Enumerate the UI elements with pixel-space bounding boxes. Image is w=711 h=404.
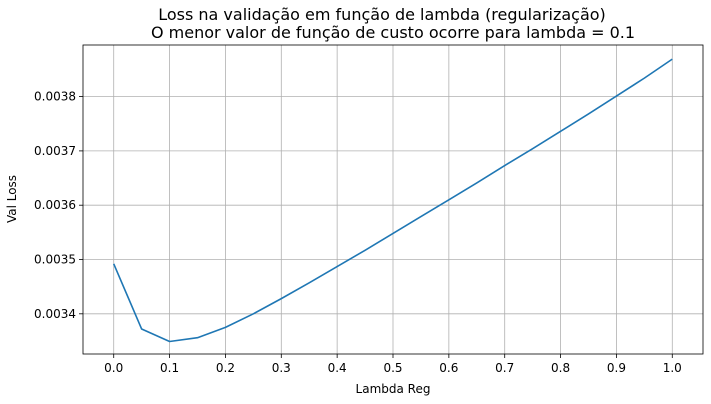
y-tick-label: 0.0038 — [34, 90, 76, 104]
chart-title: Loss na validação em função de lambda (r… — [158, 5, 606, 24]
y-tick-label: 0.0034 — [34, 307, 76, 321]
x-tick-label: 1.0 — [663, 361, 682, 375]
x-tick-label: 0.4 — [328, 361, 347, 375]
x-tick-label: 0.5 — [383, 361, 402, 375]
y-tick-label: 0.0035 — [34, 253, 76, 267]
x-tick-label: 0.3 — [272, 361, 291, 375]
y-axis-label: Val Loss — [5, 175, 19, 223]
series-layer — [112, 58, 673, 343]
x-tick-label: 0.7 — [495, 361, 514, 375]
y-axis: 0.0034 0.0035 0.0036 0.0037 0.0038 — [34, 90, 83, 321]
x-tick-label: 0.2 — [216, 361, 235, 375]
x-tick-label: 0.9 — [607, 361, 626, 375]
x-axis: 0.0 0.1 0.2 0.3 0.4 0.5 0.6 0.7 0.8 0.9 1.0 — [104, 354, 682, 375]
x-tick-label: 0.1 — [160, 361, 179, 375]
x-axis-label: Lambda Reg — [356, 382, 431, 396]
series-line — [112, 58, 673, 343]
x-tick-label: 0.8 — [551, 361, 570, 375]
y-tick-label: 0.0037 — [34, 144, 76, 158]
chart-subtitle: O menor valor de função de custo ocorre … — [151, 23, 635, 42]
grid — [83, 45, 703, 354]
y-tick-label: 0.0036 — [34, 198, 76, 212]
x-tick-label: 0.6 — [439, 361, 458, 375]
x-tick-label: 0.0 — [104, 361, 123, 375]
